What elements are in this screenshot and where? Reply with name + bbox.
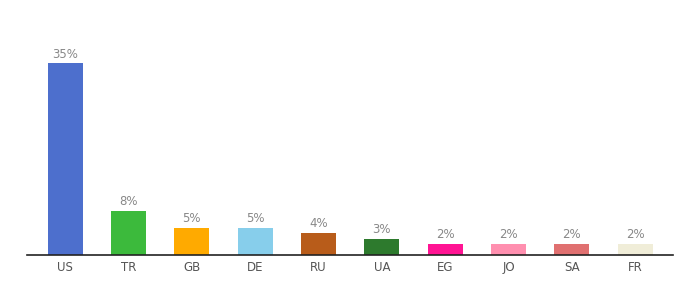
Bar	[491, 244, 526, 255]
Text: 2%: 2%	[499, 228, 518, 241]
Bar	[364, 238, 399, 255]
Bar	[175, 228, 209, 255]
Bar	[618, 244, 653, 255]
Bar	[428, 244, 462, 255]
Text: 4%: 4%	[309, 218, 328, 230]
Text: 2%: 2%	[562, 228, 581, 241]
Text: 35%: 35%	[52, 48, 78, 61]
Bar	[554, 244, 590, 255]
Text: 2%: 2%	[626, 228, 645, 241]
Text: 8%: 8%	[119, 196, 138, 208]
Text: 5%: 5%	[246, 212, 265, 225]
Bar	[301, 233, 336, 255]
Bar	[111, 211, 146, 255]
Bar	[48, 63, 82, 255]
Text: 5%: 5%	[183, 212, 201, 225]
Text: 3%: 3%	[373, 223, 391, 236]
Bar	[238, 228, 273, 255]
Text: 2%: 2%	[436, 228, 454, 241]
